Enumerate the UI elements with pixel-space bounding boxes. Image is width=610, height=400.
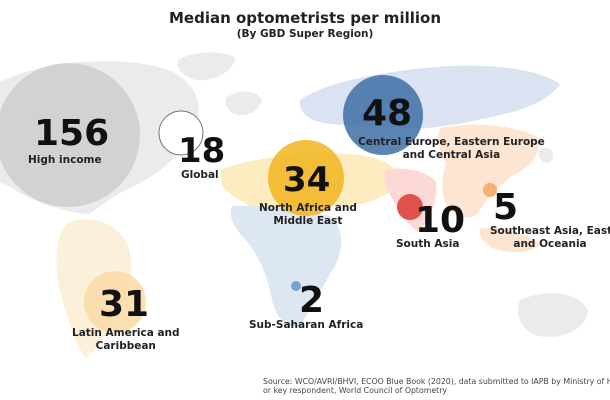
source-note: Source: WCO/AVRI/BHVI, ECOO Blue Book (2… bbox=[263, 377, 610, 396]
bubble-north-africa bbox=[268, 140, 344, 216]
value-southeast-asia: 5 bbox=[493, 187, 519, 228]
label-central-europe: Central Europe, Eastern Europe and Centr… bbox=[358, 136, 545, 161]
bubble-high-income bbox=[0, 63, 140, 207]
value-south-asia: 10 bbox=[415, 200, 466, 241]
value-central-europe: 48 bbox=[362, 93, 413, 134]
bubble-southeast-asia bbox=[483, 183, 497, 197]
label-southeast-asia: Southeast Asia, East Asia and Oceania bbox=[490, 225, 610, 250]
label-south-asia: South Asia bbox=[396, 238, 460, 250]
label-north-africa: North Africa and Middle East bbox=[259, 202, 357, 227]
value-sub-saharan-africa: 2 bbox=[299, 280, 325, 321]
chart-subtitle: (By GBD Super Region) bbox=[236, 28, 374, 40]
value-global: 18 bbox=[178, 131, 226, 171]
bubble-latin-america bbox=[84, 271, 146, 333]
bubble-central-europe bbox=[343, 75, 423, 155]
label-latin-america: Latin America and Caribbean bbox=[72, 327, 180, 352]
bubble-global bbox=[158, 110, 204, 156]
label-sub-saharan-africa: Sub-Saharan Africa bbox=[249, 319, 364, 331]
bubble-south-asia bbox=[397, 194, 423, 220]
chart-title: Median optometrists per million bbox=[169, 9, 441, 27]
value-latin-america: 31 bbox=[99, 284, 150, 325]
label-high-income: High income bbox=[28, 154, 102, 166]
bubble-sub-saharan-africa bbox=[291, 281, 301, 291]
value-north-africa: 34 bbox=[283, 160, 331, 200]
region-sub-saharan-africa-shape bbox=[230, 205, 342, 327]
label-global: Global bbox=[181, 169, 219, 181]
value-high-income: 156 bbox=[34, 113, 110, 154]
region-southeast-asia-shape bbox=[438, 124, 540, 253]
